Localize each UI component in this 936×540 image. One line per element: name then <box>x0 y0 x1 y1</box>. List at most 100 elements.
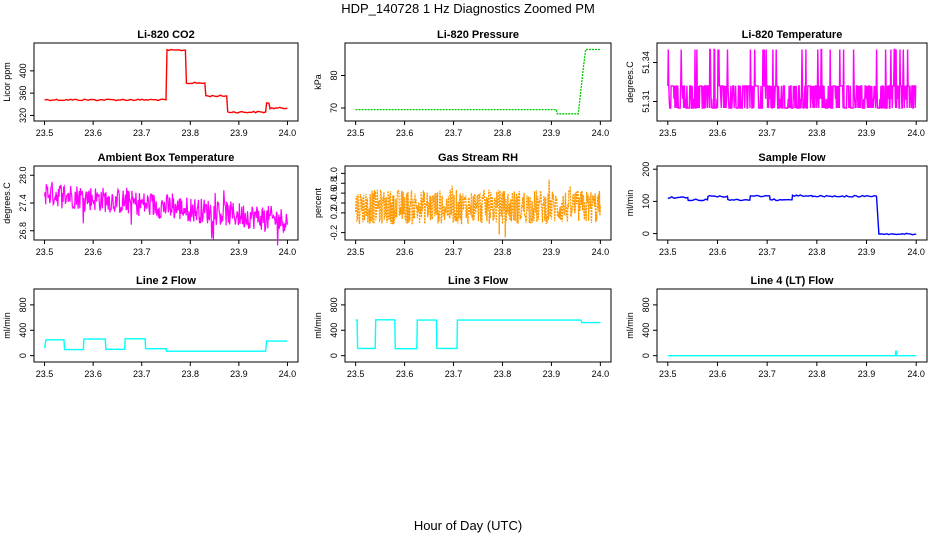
y-tick-label: 51.31 <box>641 90 651 113</box>
panel-title: Li-820 Temperature <box>742 29 843 41</box>
x-tick-label: 23.5 <box>36 247 54 257</box>
series-line <box>355 48 601 115</box>
y-tick-label: 0.6 <box>329 187 339 200</box>
y-tick-label: 200 <box>641 162 651 177</box>
x-tick-label: 24.0 <box>592 247 610 257</box>
chart-panel-8: Line 3 Flow ml/min 23.5 23.6 23.7 23.8 23.9 24.… <box>313 275 612 379</box>
x-tick-label: 23.6 <box>709 247 727 257</box>
y-tick-label: 100 <box>641 194 651 209</box>
chart-panel-2: Li-820 Pressure kPa 23.5 23.6 23.7 23.8 23.9 24… <box>313 29 612 138</box>
x-tick-label: 23.6 <box>84 369 102 379</box>
y-tick-label: 0.8 <box>329 177 339 190</box>
x-tick-label: 23.7 <box>445 247 463 257</box>
x-tick-label: 23.8 <box>182 128 200 138</box>
y-axis-label: ml/min <box>625 190 635 217</box>
chart-panel-5: Gas Stream RH percent 23.5 23.6 23.7 23.8 23.9… <box>313 152 612 257</box>
series-line <box>44 48 288 114</box>
plot-frame <box>656 165 928 241</box>
x-tick-label: 23.9 <box>230 128 248 138</box>
x-tick-label: 23.8 <box>494 369 512 379</box>
y-tick-label: 320 <box>18 108 28 123</box>
x-tick-label: 24.0 <box>907 128 925 138</box>
x-tick-label: 24.0 <box>279 369 297 379</box>
y-tick-label: 70 <box>329 103 339 113</box>
y-tick-label: 0 <box>18 353 28 358</box>
y-tick-label: -0.2 <box>329 225 339 241</box>
chart-panel-1: Li-820 CO2 Licor ppm 23.5 23.6 23.7 23.8 23.9 2… <box>2 29 299 138</box>
x-tick-label: 23.9 <box>858 128 876 138</box>
figure-xlabel: Hour of Day (UTC) <box>413 518 523 533</box>
x-tick-label: 23.9 <box>543 128 561 138</box>
x-tick-label: 23.5 <box>347 369 365 379</box>
y-tick-label: 80 <box>329 70 339 80</box>
y-tick-label: 26.8 <box>18 222 28 240</box>
series-line <box>667 350 917 357</box>
y-tick-label: 0.2 <box>329 207 339 220</box>
chart-panel-6: Sample Flow ml/min 23.5 23.6 23.7 23.8 23.9 24.… <box>625 152 928 257</box>
x-tick-label: 23.5 <box>36 128 54 138</box>
y-tick-label: 27.4 <box>18 194 28 212</box>
y-tick-label: 1.0 <box>329 167 339 180</box>
series-line <box>667 194 917 236</box>
x-tick-label: 23.9 <box>230 369 248 379</box>
plot-frame <box>344 42 612 122</box>
y-axis-label: degrees.C <box>2 182 12 224</box>
x-tick-label: 24.0 <box>279 247 297 257</box>
panel-title: Li-820 CO2 <box>137 29 194 41</box>
y-tick-label: 400 <box>641 323 651 338</box>
x-tick-label: 24.0 <box>907 369 925 379</box>
series-line <box>667 48 917 109</box>
x-tick-label: 23.9 <box>858 369 876 379</box>
y-tick-label: 0 <box>641 353 651 358</box>
x-tick-label: 23.6 <box>396 369 414 379</box>
series-line <box>44 181 288 246</box>
y-tick-label: 360 <box>18 86 28 101</box>
x-tick-label: 23.9 <box>858 247 876 257</box>
series-line <box>355 319 601 350</box>
x-tick-label: 23.7 <box>133 369 151 379</box>
y-axis-label: Licor ppm <box>2 62 12 102</box>
x-tick-label: 23.9 <box>230 247 248 257</box>
plot-frame <box>656 288 928 363</box>
x-tick-label: 23.8 <box>182 369 200 379</box>
series-line <box>354 179 602 238</box>
x-tick-label: 23.7 <box>133 128 151 138</box>
y-tick-label: 800 <box>641 297 651 312</box>
x-tick-label: 23.8 <box>494 128 512 138</box>
y-axis-label: degrees.C <box>625 61 635 103</box>
panel-title: Sample Flow <box>758 152 826 164</box>
x-tick-label: 23.7 <box>445 128 463 138</box>
x-tick-label: 23.8 <box>808 369 826 379</box>
plot-frame <box>656 42 928 122</box>
x-tick-label: 24.0 <box>592 128 610 138</box>
y-axis-label: ml/min <box>313 312 323 339</box>
y-tick-label: 51.34 <box>641 51 651 74</box>
y-tick-label: 400 <box>329 323 339 338</box>
panel-title: Line 4 (LT) Flow <box>751 275 834 287</box>
x-tick-label: 23.5 <box>36 369 54 379</box>
x-tick-label: 23.6 <box>396 247 414 257</box>
y-axis-label: ml/min <box>2 312 12 339</box>
x-tick-label: 23.6 <box>709 369 727 379</box>
series-line <box>43 338 288 352</box>
x-tick-label: 24.0 <box>592 369 610 379</box>
panel-title: Gas Stream RH <box>438 152 518 164</box>
x-tick-label: 23.5 <box>659 369 677 379</box>
chart-panel-9: Line 4 (LT) Flow ml/min 23.5 23.6 23.7 23.8 23… <box>625 275 928 379</box>
x-tick-label: 24.0 <box>907 247 925 257</box>
plot-frame <box>33 288 299 363</box>
x-tick-label: 23.6 <box>84 247 102 257</box>
x-tick-label: 23.5 <box>347 128 365 138</box>
x-tick-label: 23.8 <box>808 247 826 257</box>
panel-title: Li-820 Pressure <box>437 29 519 41</box>
x-tick-label: 23.6 <box>709 128 727 138</box>
panel-title: Line 3 Flow <box>448 275 508 287</box>
x-tick-label: 23.5 <box>347 247 365 257</box>
x-tick-label: 23.6 <box>84 128 102 138</box>
panel-title: Line 2 Flow <box>136 275 196 287</box>
y-tick-label: 800 <box>329 297 339 312</box>
y-tick-label: 28.0 <box>18 166 28 184</box>
x-tick-label: 23.8 <box>494 247 512 257</box>
x-tick-label: 23.7 <box>758 128 776 138</box>
